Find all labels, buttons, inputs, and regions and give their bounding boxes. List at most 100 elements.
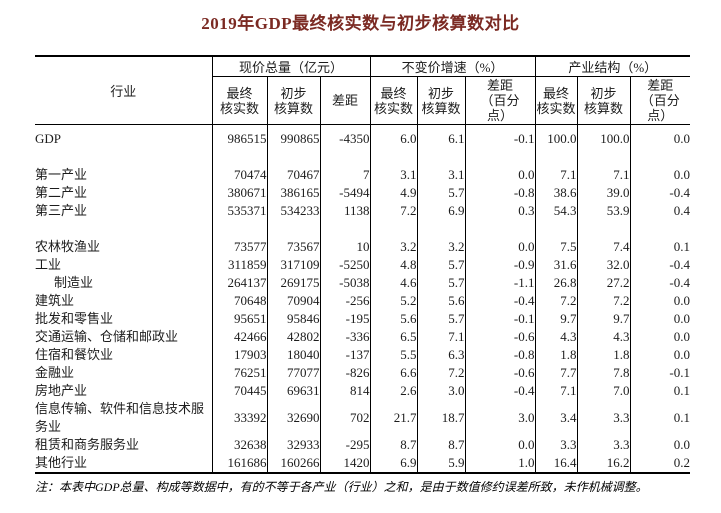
value-cell: 54.3 (535, 202, 578, 220)
row-label-cell: 第二产业 (35, 184, 213, 202)
value-cell: -0.1 (669, 365, 691, 380)
value-cell: 3.3 (535, 436, 578, 454)
value-cell: 0.0 (673, 329, 691, 344)
row-label-cell: 第三产业 (35, 202, 213, 220)
sub-header-row: 最终 核实数 初步 核算数 差距 最终 核实数 初步 核算数 差距 （百分 点）… (35, 76, 691, 125)
value-cell: 4.8 (370, 256, 418, 274)
row-label-cell: 房地产业 (35, 382, 213, 400)
value-cell: -0.8 (465, 184, 536, 202)
value-cell: 70445 (212, 382, 268, 400)
row-label-cell (35, 220, 213, 238)
value-cell (267, 148, 321, 166)
value-cell (535, 148, 578, 166)
value-cell: 70904 (267, 292, 321, 310)
value-cell: 9.7 (535, 310, 578, 328)
value-cell: 990865 (267, 124, 321, 148)
value-cell: -0.1 (465, 310, 536, 328)
value-cell: 0.0 (673, 347, 691, 362)
row-label-cell: 信息传输、软件和信息技术服务业 (35, 400, 213, 436)
value-cell: -256 (320, 292, 371, 310)
value-cell: 311859 (212, 256, 268, 274)
value-cell: 161686 (212, 454, 268, 473)
value-cell: 7.5 (535, 238, 578, 256)
gdp-comparison-table: 行业 现价总量（亿元） 不变价增速（%） 产业结构（%） 最终 核实数 初步 核… (35, 55, 691, 474)
value-cell (212, 220, 268, 238)
value-cell: 4.9 (370, 184, 418, 202)
value-cell (465, 148, 536, 166)
value-cell: 0.0 (673, 311, 691, 326)
value-cell: 1.8 (577, 346, 631, 364)
value-cell: 5.9 (417, 454, 466, 473)
value-cell: 7.7 (535, 364, 578, 382)
value-cell: 17903 (212, 346, 268, 364)
table-row: 第三产业 535371 534233 1138 7.2 6.9 0.3 54.3 53.9 0.4 (35, 202, 690, 220)
table-row: 其他行业 161686 160266 1420 6.9 5.9 1.0 16.4 16.2 0.2 (35, 454, 690, 473)
value-cell: 38.6 (535, 184, 578, 202)
value-cell: 8.7 (417, 436, 466, 454)
value-cell: 5.6 (417, 292, 466, 310)
value-cell: -336 (320, 328, 371, 346)
value-cell: 7.1 (417, 328, 466, 346)
table-row: 工业 311859 317109 -5250 4.8 5.7 -0.9 31.6 32.0 -0.… (35, 256, 690, 274)
value-cell: 3.1 (370, 166, 418, 184)
value-cell: 70474 (212, 166, 268, 184)
value-cell (320, 148, 371, 166)
value-cell (320, 220, 371, 238)
value-cell: 3.4 (535, 400, 578, 436)
value-cell: 42466 (212, 328, 268, 346)
value-cell: -1.1 (465, 274, 536, 292)
value-cell: 73567 (267, 238, 321, 256)
value-cell (630, 148, 690, 166)
value-cell: 0.1 (673, 239, 691, 254)
value-cell: 76251 (212, 364, 268, 382)
value-cell: 6.0 (370, 124, 418, 148)
value-cell: 0.0 (465, 436, 536, 454)
table-row: 房地产业 70445 69631 814 2.6 3.0 -0.4 7.1 7.0 0.1 (35, 382, 690, 400)
subheader-gap-pct-points: 差距 （百分 点） (630, 76, 691, 125)
value-cell: 0.0 (673, 437, 691, 452)
value-cell: 534233 (267, 202, 321, 220)
value-cell: -137 (320, 346, 371, 364)
spacer-row (35, 148, 690, 166)
value-cell: 6.5 (370, 328, 418, 346)
table-row: 交通运输、仓储和邮政业 42466 42802 -336 6.5 7.1 -0.6 4.3 4.… (35, 328, 690, 346)
value-cell: 6.9 (417, 202, 466, 220)
value-cell: -0.6 (465, 364, 536, 382)
row-label-cell: 工业 (35, 256, 213, 274)
row-label-cell: 交通运输、仓储和邮政业 (35, 328, 213, 346)
table-row: 住宿和餐饮业 17903 18040 -137 5.5 6.3 -0.8 1.8 1.8 0.0 (35, 346, 690, 364)
value-cell: 380671 (212, 184, 268, 202)
value-cell: 7.4 (577, 238, 631, 256)
value-cell: -5038 (320, 274, 371, 292)
value-cell: 986515 (212, 124, 268, 148)
subheader-gap: 差距 (320, 76, 371, 125)
table-row: 农林牧渔业 73577 73567 10 3.2 3.2 0.0 7.5 7.4 0.1 (35, 238, 690, 256)
value-cell: 21.7 (370, 400, 418, 436)
subheader-final-verified: 最终 核实数 (212, 76, 268, 125)
value-cell (370, 220, 418, 238)
value-cell: 4.3 (577, 328, 631, 346)
value-cell: 5.2 (370, 292, 418, 310)
value-cell (267, 220, 321, 238)
footnote: 注：本表中GDP总量、构成等数据中，有的不等于各产业（行业）之和，是由于数值修约… (35, 480, 648, 494)
value-cell: -0.9 (465, 256, 536, 274)
value-cell: 7.1 (535, 166, 578, 184)
value-cell (212, 148, 268, 166)
page-title: 2019年GDP最终核实数与初步核算数对比 (201, 14, 520, 33)
value-cell: 16.4 (535, 454, 578, 473)
value-cell: 7.8 (577, 364, 631, 382)
table-row: 第一产业 70474 70467 7 3.1 3.1 0.0 7.1 7.1 0.0 (35, 166, 690, 184)
value-cell: 269175 (267, 274, 321, 292)
value-cell: -195 (320, 310, 371, 328)
value-cell: 1.8 (535, 346, 578, 364)
value-cell: 160266 (267, 454, 321, 473)
group-header-current-price: 现价总量（亿元） (212, 56, 371, 77)
value-cell: 32.0 (577, 256, 631, 274)
group-header-row: 行业 现价总量（亿元） 不变价增速（%） 产业结构（%） (35, 56, 691, 125)
value-cell: 7 (320, 166, 371, 184)
subheader-preliminary: 初步 核算数 (577, 76, 631, 125)
value-cell: 1.0 (465, 454, 536, 473)
value-cell: 2.6 (370, 382, 418, 400)
value-cell: 32638 (212, 436, 268, 454)
table-row: 第二产业 380671 386165 -5494 4.9 5.7 -0.8 38.6 39.0 -… (35, 184, 690, 202)
